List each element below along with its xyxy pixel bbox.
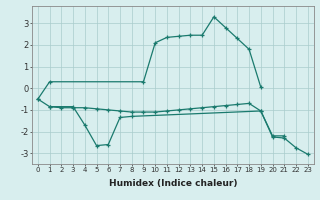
X-axis label: Humidex (Indice chaleur): Humidex (Indice chaleur)	[108, 179, 237, 188]
